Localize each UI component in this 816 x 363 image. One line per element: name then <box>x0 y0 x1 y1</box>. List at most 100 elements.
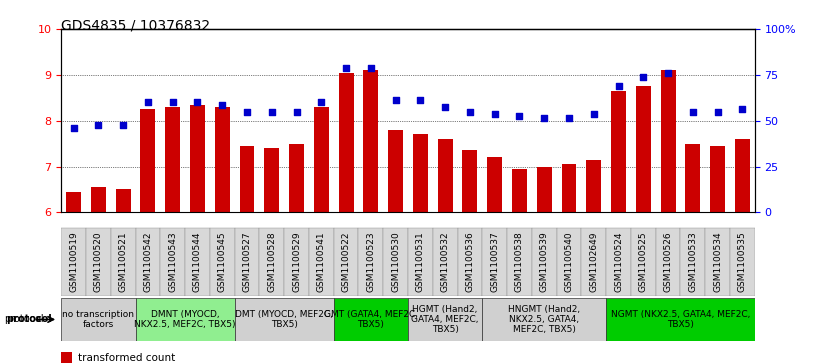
Text: GSM1100530: GSM1100530 <box>391 232 400 292</box>
Text: GSM1100522: GSM1100522 <box>342 232 351 292</box>
Text: GSM1100542: GSM1100542 <box>144 232 153 292</box>
FancyBboxPatch shape <box>606 228 631 296</box>
Point <box>166 99 180 105</box>
Text: GSM1100536: GSM1100536 <box>465 232 474 292</box>
FancyBboxPatch shape <box>185 228 210 296</box>
Bar <box>437 139 453 212</box>
Bar <box>636 86 650 212</box>
Bar <box>413 134 428 212</box>
Bar <box>463 151 477 212</box>
Point <box>538 115 551 121</box>
Text: GSM1100541: GSM1100541 <box>317 232 326 292</box>
Text: GSM1100544: GSM1100544 <box>193 232 202 292</box>
Point <box>290 109 303 114</box>
FancyBboxPatch shape <box>334 228 358 296</box>
Text: GSM1100532: GSM1100532 <box>441 232 450 292</box>
Text: GSM1100538: GSM1100538 <box>515 232 524 292</box>
FancyBboxPatch shape <box>582 228 606 296</box>
Point <box>141 99 154 105</box>
Text: no transcription
factors: no transcription factors <box>62 310 135 329</box>
Text: GSM1100539: GSM1100539 <box>539 232 548 292</box>
Text: GSM1100527: GSM1100527 <box>242 232 251 292</box>
FancyBboxPatch shape <box>111 228 135 296</box>
Text: protocol: protocol <box>7 314 52 325</box>
Bar <box>314 107 329 212</box>
FancyBboxPatch shape <box>160 228 185 296</box>
Point <box>488 111 501 117</box>
Bar <box>661 70 676 212</box>
Text: GSM1100526: GSM1100526 <box>663 232 672 292</box>
Bar <box>537 167 552 212</box>
FancyBboxPatch shape <box>606 298 755 341</box>
Text: GSM1100534: GSM1100534 <box>713 232 722 292</box>
FancyBboxPatch shape <box>656 228 681 296</box>
Bar <box>165 107 180 212</box>
Bar <box>190 105 205 212</box>
Point <box>339 65 353 71</box>
Point <box>711 109 724 114</box>
Text: GDS4835 / 10376832: GDS4835 / 10376832 <box>61 18 211 32</box>
Point <box>662 70 675 76</box>
FancyBboxPatch shape <box>210 228 235 296</box>
Text: GSM1100535: GSM1100535 <box>738 232 747 292</box>
Text: protocol: protocol <box>4 314 44 325</box>
Point <box>588 111 601 117</box>
FancyBboxPatch shape <box>507 228 532 296</box>
Bar <box>561 164 576 212</box>
Bar <box>91 187 106 212</box>
FancyBboxPatch shape <box>135 298 235 341</box>
Text: GSM1100543: GSM1100543 <box>168 232 177 292</box>
Text: HGMT (Hand2,
GATA4, MEF2C,
TBX5): HGMT (Hand2, GATA4, MEF2C, TBX5) <box>411 305 479 334</box>
Bar <box>487 158 502 212</box>
FancyBboxPatch shape <box>681 228 705 296</box>
Bar <box>140 109 155 212</box>
Point <box>315 99 328 105</box>
Point <box>117 122 130 128</box>
Bar <box>289 144 304 212</box>
FancyBboxPatch shape <box>384 228 408 296</box>
FancyBboxPatch shape <box>61 298 135 341</box>
Bar <box>587 160 601 212</box>
Text: GSM1100524: GSM1100524 <box>614 232 623 292</box>
Bar <box>363 70 379 212</box>
Point <box>686 109 699 114</box>
Point <box>439 104 452 110</box>
Bar <box>710 146 725 212</box>
Point <box>636 74 650 80</box>
Point <box>364 65 377 71</box>
Bar <box>215 107 229 212</box>
Point <box>463 109 477 114</box>
FancyBboxPatch shape <box>61 228 86 296</box>
FancyBboxPatch shape <box>432 228 458 296</box>
Text: NGMT (NKX2.5, GATA4, MEF2C,
TBX5): NGMT (NKX2.5, GATA4, MEF2C, TBX5) <box>611 310 750 329</box>
Text: GSM1100525: GSM1100525 <box>639 232 648 292</box>
Text: HNGMT (Hand2,
NKX2.5, GATA4,
MEF2C, TBX5): HNGMT (Hand2, NKX2.5, GATA4, MEF2C, TBX5… <box>508 305 580 334</box>
FancyBboxPatch shape <box>408 298 482 341</box>
FancyBboxPatch shape <box>358 228 384 296</box>
Bar <box>339 73 353 212</box>
Text: GSM1100545: GSM1100545 <box>218 232 227 292</box>
FancyBboxPatch shape <box>408 228 432 296</box>
Point <box>562 115 575 121</box>
FancyBboxPatch shape <box>730 228 755 296</box>
Bar <box>240 146 255 212</box>
FancyBboxPatch shape <box>235 298 334 341</box>
Text: transformed count: transformed count <box>78 353 175 363</box>
Bar <box>512 169 527 212</box>
Bar <box>116 189 131 212</box>
Bar <box>388 130 403 212</box>
FancyBboxPatch shape <box>705 228 730 296</box>
FancyBboxPatch shape <box>458 228 482 296</box>
Text: GSM1102649: GSM1102649 <box>589 232 598 292</box>
FancyBboxPatch shape <box>631 228 656 296</box>
Point <box>265 109 278 114</box>
FancyBboxPatch shape <box>532 228 557 296</box>
Bar <box>264 148 279 212</box>
Point <box>92 122 105 128</box>
Text: GSM1100528: GSM1100528 <box>268 232 277 292</box>
Text: GMT (GATA4, MEF2C,
TBX5): GMT (GATA4, MEF2C, TBX5) <box>324 310 418 329</box>
FancyBboxPatch shape <box>334 298 408 341</box>
FancyBboxPatch shape <box>135 228 160 296</box>
FancyBboxPatch shape <box>482 228 507 296</box>
FancyBboxPatch shape <box>235 228 259 296</box>
